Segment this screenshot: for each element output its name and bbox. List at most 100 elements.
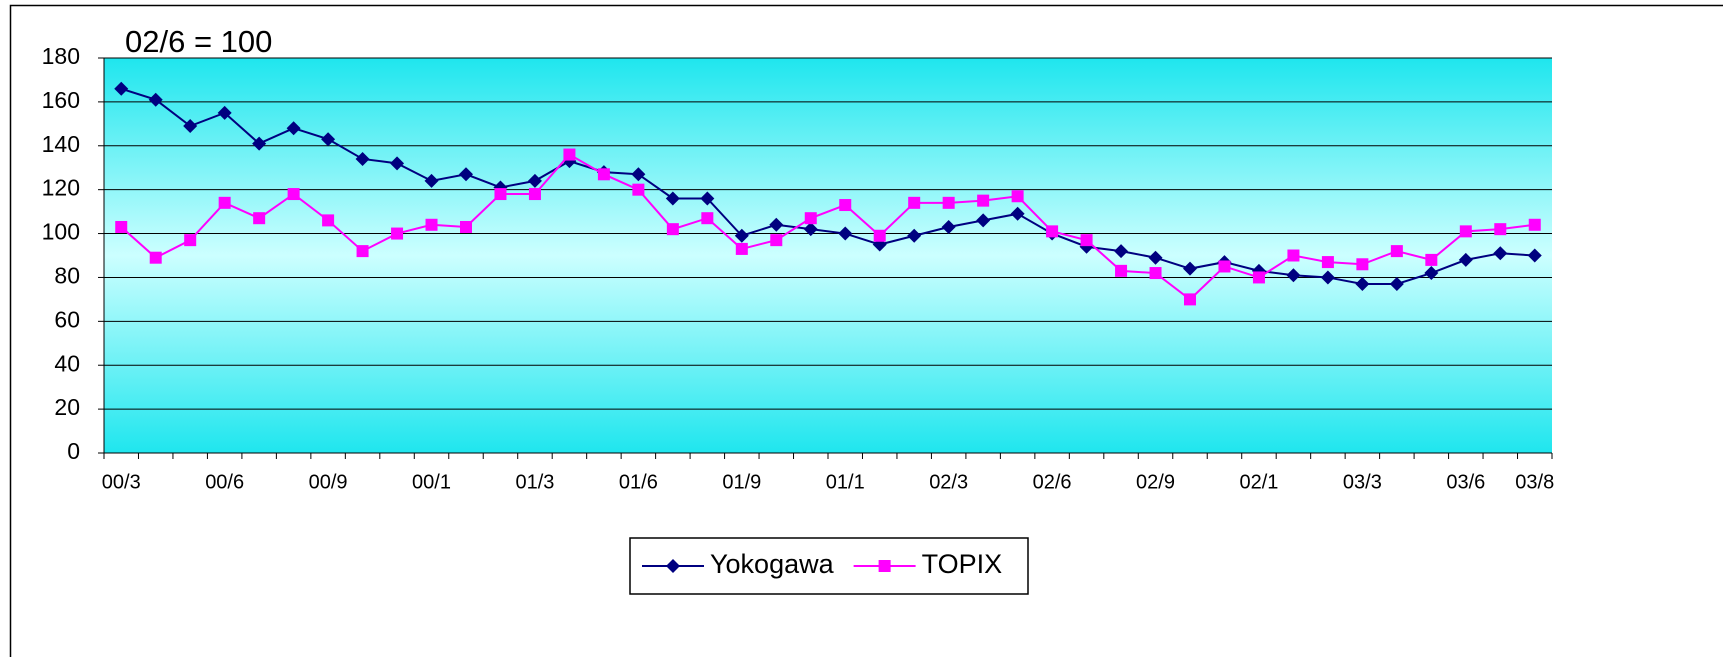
marker <box>149 251 162 264</box>
marker <box>665 191 680 206</box>
marker <box>803 222 818 237</box>
marker <box>770 234 783 247</box>
marker <box>1286 268 1301 283</box>
marker <box>1183 261 1197 276</box>
marker <box>631 167 646 182</box>
marker <box>1114 244 1129 259</box>
marker <box>1218 260 1231 273</box>
marker <box>253 212 266 225</box>
x-tick-label: 02/6 <box>1033 471 1072 493</box>
marker <box>114 81 129 96</box>
marker <box>356 245 369 258</box>
marker <box>735 242 748 255</box>
marker <box>563 148 576 161</box>
marker <box>873 229 886 242</box>
marker <box>838 226 853 241</box>
marker <box>1287 249 1300 262</box>
marker <box>183 119 198 134</box>
marker <box>700 191 715 206</box>
marker <box>1356 258 1369 271</box>
marker <box>425 218 438 231</box>
marker <box>1425 253 1438 266</box>
marker <box>218 196 231 209</box>
marker <box>322 214 335 227</box>
x-tick-label: 03/8 <box>1515 471 1554 493</box>
marker <box>252 136 267 151</box>
marker <box>632 183 645 196</box>
marker <box>1527 248 1542 263</box>
marker <box>1011 190 1024 203</box>
marker <box>804 212 817 225</box>
marker <box>1046 225 1059 238</box>
legend-label: Yokogawa <box>710 549 835 579</box>
marker <box>1493 246 1508 261</box>
marker <box>976 213 991 228</box>
legend-label: TOPIX <box>922 549 1003 579</box>
marker <box>941 219 956 234</box>
legend-box <box>629 537 1029 595</box>
x-tick-label: 01/6 <box>619 471 658 493</box>
x-tick-label: 01/1 <box>826 471 865 493</box>
marker <box>391 227 404 240</box>
marker <box>1149 267 1162 280</box>
marker <box>1390 245 1403 258</box>
x-tick-label: 02/3 <box>929 471 968 493</box>
marker <box>907 228 922 243</box>
y-tick-label: 120 <box>42 175 80 201</box>
x-tick-label: 00/9 <box>309 471 348 493</box>
x-tick-label: 03/6 <box>1446 471 1485 493</box>
legend: Yokogawa TOPIX <box>629 537 1029 595</box>
marker <box>1355 277 1370 292</box>
marker <box>908 196 921 209</box>
marker <box>1528 218 1541 231</box>
marker <box>666 223 679 236</box>
marker <box>390 156 405 171</box>
marker <box>1010 206 1025 221</box>
marker <box>1389 277 1404 292</box>
marker <box>1115 264 1128 277</box>
marker <box>1320 270 1335 285</box>
marker <box>424 173 439 188</box>
marker <box>184 234 197 247</box>
x-tick-label: 03/3 <box>1343 471 1382 493</box>
marker <box>878 560 891 572</box>
marker <box>115 220 128 233</box>
y-tick-label: 80 <box>54 263 80 289</box>
marker <box>528 188 541 201</box>
marker <box>734 228 749 243</box>
y-tick-label: 160 <box>42 87 80 113</box>
marker <box>527 173 542 188</box>
x-tick-label: 00/6 <box>205 471 244 493</box>
marker <box>1321 256 1334 269</box>
y-tick-label: 100 <box>42 219 80 245</box>
marker <box>355 151 370 166</box>
x-tick-label: 00/3 <box>102 471 141 493</box>
marker <box>977 194 990 207</box>
marker <box>148 92 163 107</box>
y-tick-label: 40 <box>54 350 80 376</box>
y-tick-label: 20 <box>54 394 80 420</box>
marker <box>1424 266 1439 281</box>
x-tick-label: 01/3 <box>515 471 554 493</box>
x-tick-label: 02/1 <box>1239 471 1278 493</box>
marker <box>701 212 714 225</box>
x-tick-label: 01/9 <box>722 471 761 493</box>
plot-area <box>104 58 1552 453</box>
marker <box>1252 271 1265 284</box>
marker <box>459 167 473 182</box>
marker <box>460 220 472 233</box>
chart-frame <box>9 4 1723 657</box>
marker <box>666 559 680 573</box>
x-tick-label: 00/1 <box>412 471 451 493</box>
y-tick-label: 0 <box>67 438 80 464</box>
marker <box>597 168 610 181</box>
marker <box>1458 252 1473 267</box>
marker <box>839 199 852 212</box>
marker <box>1080 234 1093 247</box>
y-tick-label: 180 <box>42 43 80 69</box>
annotation: 02/6 = 100 <box>125 24 272 59</box>
marker <box>769 217 784 232</box>
marker <box>217 105 232 120</box>
marker <box>942 196 955 209</box>
